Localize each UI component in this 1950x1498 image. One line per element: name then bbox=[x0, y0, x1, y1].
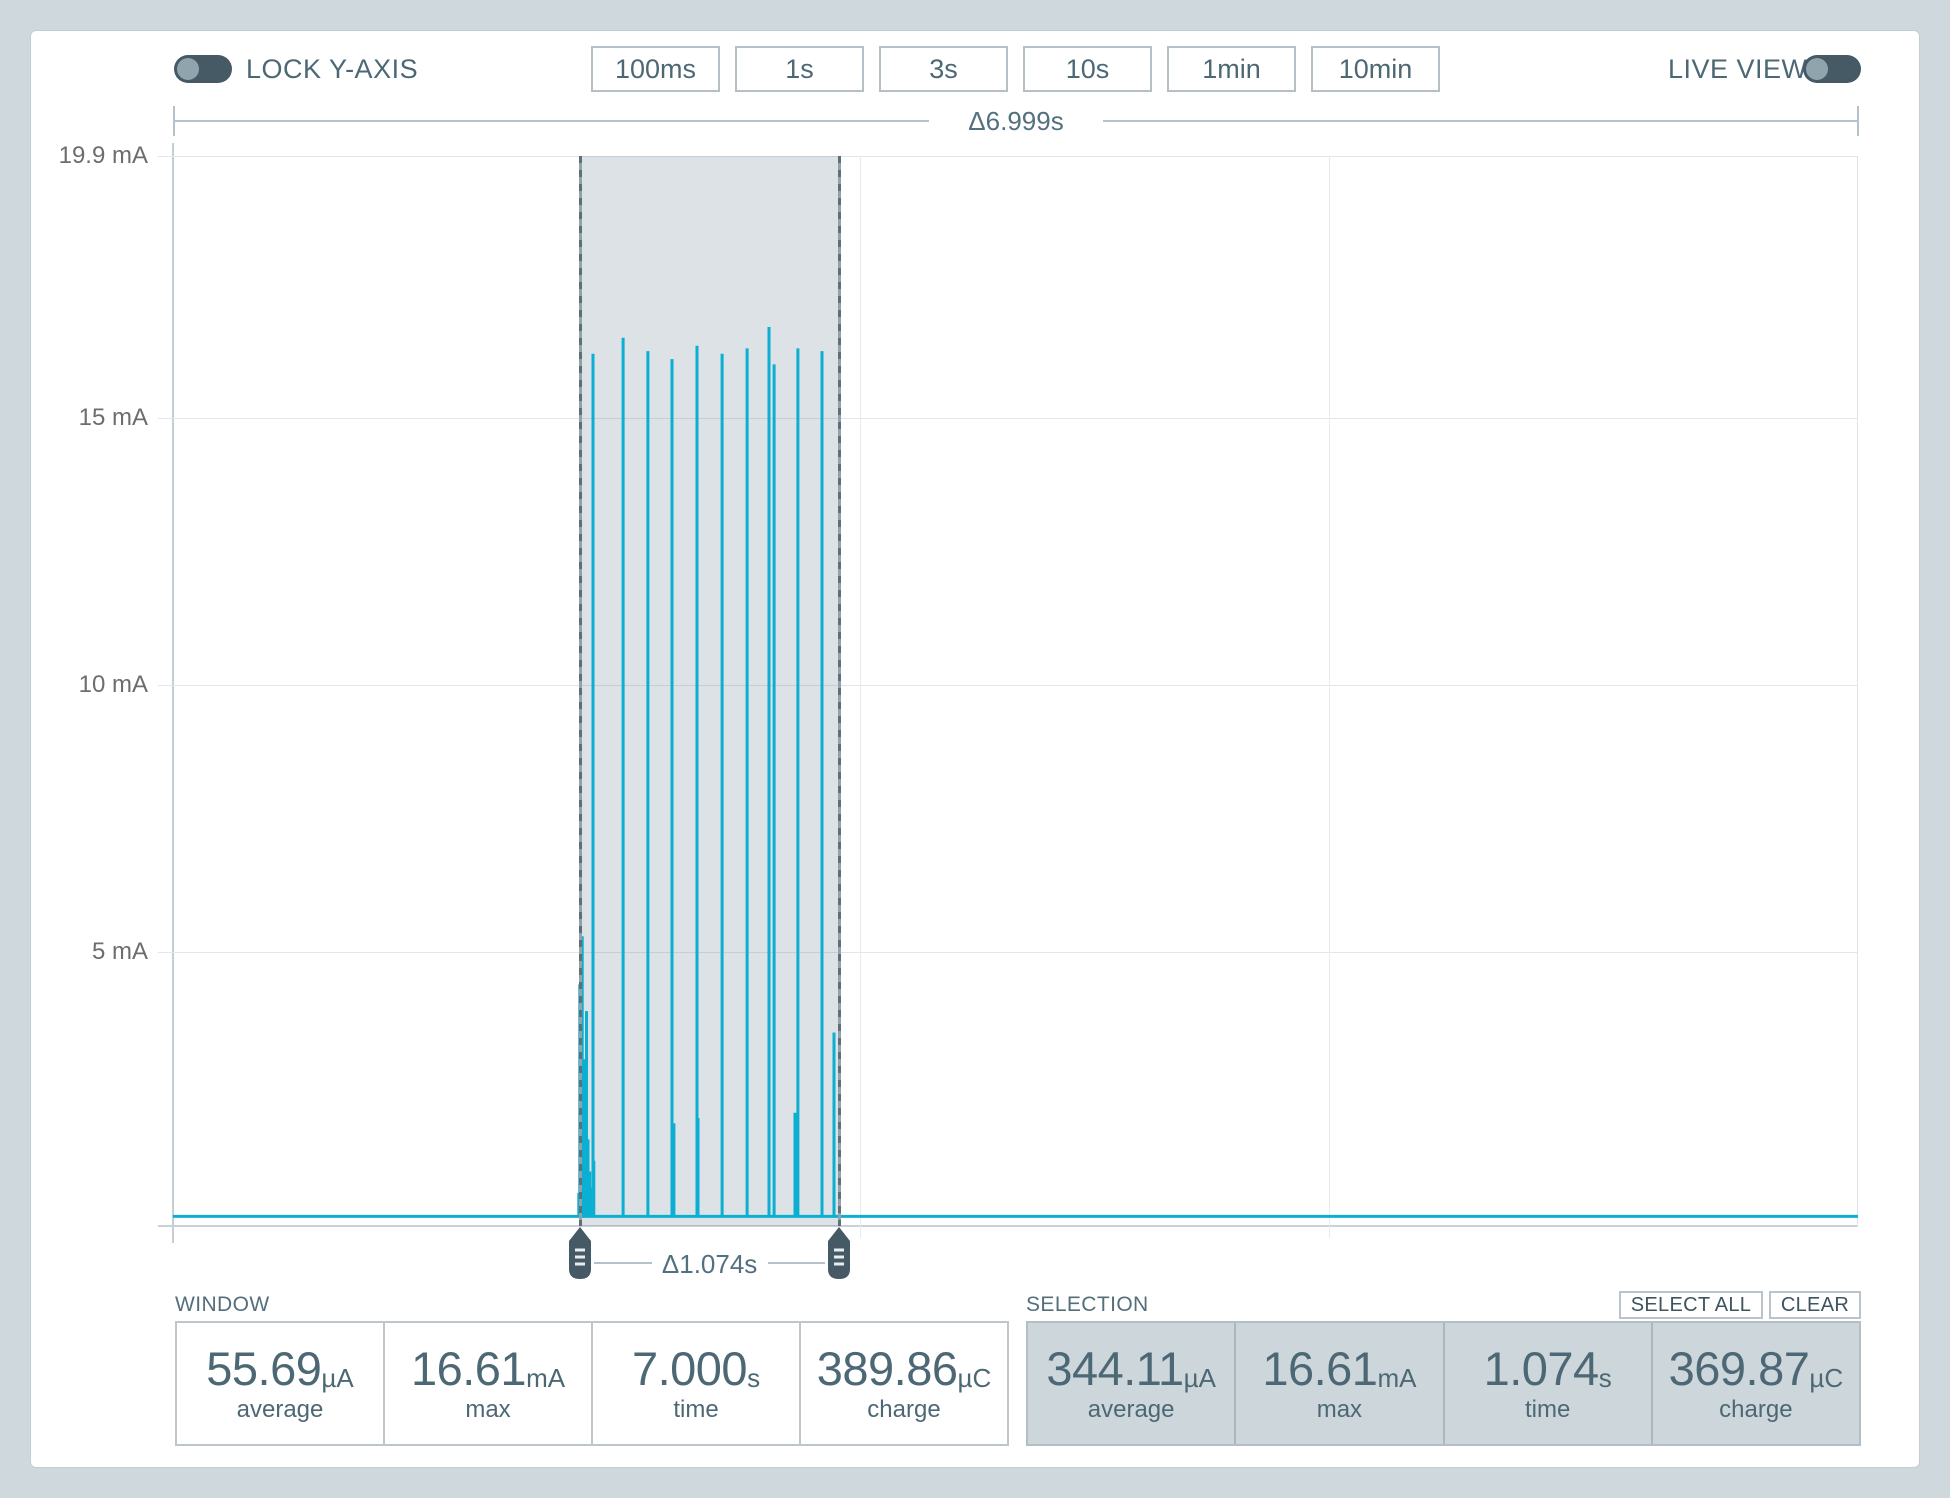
window-delta-label: Δ6.999s bbox=[968, 106, 1064, 136]
window-stat-charge: 389.86µC charge bbox=[799, 1323, 1007, 1444]
y-axis-line bbox=[172, 143, 174, 1243]
waveform-svg bbox=[173, 327, 1858, 1218]
window-button-10min[interactable]: 10min bbox=[1311, 46, 1440, 92]
selection-stat-average: 344.11µA average bbox=[1028, 1323, 1234, 1444]
y-gridline bbox=[158, 952, 1858, 954]
selection-charge-label: charge bbox=[1719, 1396, 1793, 1423]
chart-plot[interactable] bbox=[158, 156, 1858, 1238]
selection-edge-right[interactable] bbox=[837, 156, 841, 1226]
selection-stat-max: 16.61mA max bbox=[1234, 1323, 1442, 1444]
main-panel: LOCK Y-AXIS 100ms 1s 3s 10s 1min 10min L… bbox=[30, 30, 1920, 1468]
selection-time-unit: s bbox=[1598, 1363, 1612, 1393]
select-all-button[interactable]: SELECT ALL bbox=[1619, 1291, 1763, 1319]
window-delta-tick-right bbox=[1857, 106, 1859, 136]
window-max-unit: mA bbox=[526, 1363, 566, 1393]
live-view-label: LIVE VIEW bbox=[1668, 54, 1808, 84]
selection-average-unit: µA bbox=[1183, 1363, 1216, 1393]
current-spikes bbox=[577, 327, 836, 1217]
x-gridline bbox=[860, 156, 861, 1238]
lock-y-axis-label: LOCK Y-AXIS bbox=[246, 54, 419, 84]
y-axis-tick-label: 10 mA bbox=[78, 671, 148, 699]
window-max-value: 16.61 bbox=[410, 1342, 527, 1395]
window-delta-line-right bbox=[1103, 120, 1858, 122]
selection-stat-time: 1.074s time bbox=[1442, 1323, 1651, 1444]
selection-delta-line-left bbox=[594, 1262, 652, 1264]
selection-average-value: 344.11 bbox=[1046, 1342, 1184, 1395]
window-time-unit: s bbox=[747, 1363, 761, 1393]
selection-handle-left[interactable] bbox=[567, 1226, 593, 1280]
window-button-100ms[interactable]: 100ms bbox=[591, 46, 720, 92]
live-view-toggle[interactable] bbox=[1803, 55, 1861, 83]
selection-time-label: time bbox=[1524, 1396, 1571, 1423]
window-stat-max: 16.61mA max bbox=[383, 1323, 591, 1444]
window-group-title: WINDOW bbox=[175, 1293, 270, 1316]
selection-average-label: average bbox=[1087, 1396, 1175, 1423]
x-axis-line bbox=[158, 1225, 1858, 1227]
selection-charge-unit: µC bbox=[1809, 1363, 1844, 1393]
window-delta-line-left bbox=[174, 120, 929, 122]
window-stat-average: 55.69µA average bbox=[177, 1323, 383, 1444]
window-time-label: time bbox=[673, 1396, 719, 1423]
selection-time-value: 1.074 bbox=[1483, 1342, 1600, 1395]
y-axis-tick-label: 5 mA bbox=[91, 938, 148, 966]
lock-y-axis-toggle-knob bbox=[177, 58, 199, 80]
selection-max-unit: mA bbox=[1377, 1363, 1417, 1393]
window-button-10s[interactable]: 10s bbox=[1023, 46, 1152, 92]
y-gridline bbox=[158, 156, 1858, 157]
window-charge-label: charge bbox=[867, 1396, 941, 1423]
x-gridline bbox=[1329, 156, 1331, 1238]
selection-charge-value: 369.87 bbox=[1668, 1342, 1810, 1395]
lock-y-axis-toggle[interactable] bbox=[174, 55, 232, 83]
selection-delta-label: Δ1.074s bbox=[661, 1249, 758, 1279]
y-gridline bbox=[158, 685, 1858, 687]
chart-right-border bbox=[1857, 156, 1858, 1226]
window-average-value: 55.69 bbox=[206, 1342, 322, 1395]
selection-delta-line-right bbox=[767, 1262, 826, 1264]
y-axis-tick-label: 15 mA bbox=[78, 403, 148, 431]
selection-group-title: SELECTION bbox=[1026, 1293, 1149, 1316]
window-stats-group: 55.69µA average 16.61mA max 7.000s time … bbox=[175, 1321, 1009, 1446]
window-button-1min[interactable]: 1min bbox=[1167, 46, 1296, 92]
y-gridline bbox=[158, 417, 1858, 419]
selection-max-value: 16.61 bbox=[1262, 1342, 1378, 1395]
clear-button[interactable]: CLEAR bbox=[1769, 1291, 1861, 1319]
selection-max-label: max bbox=[1316, 1396, 1363, 1423]
window-button-3s[interactable]: 3s bbox=[879, 46, 1008, 92]
live-view-toggle-knob bbox=[1806, 58, 1828, 80]
y-axis-tick-label: 19.9 mA bbox=[58, 142, 148, 169]
window-time-value: 7.000 bbox=[631, 1342, 748, 1395]
selection-stats-group: 344.11µA average 16.61mA max 1.074s time… bbox=[1026, 1321, 1861, 1446]
window-charge-value: 389.86 bbox=[816, 1342, 958, 1395]
window-charge-unit: µC bbox=[957, 1363, 992, 1393]
selection-handle-right[interactable] bbox=[826, 1226, 852, 1280]
window-average-label: average bbox=[236, 1396, 324, 1423]
window-button-1s[interactable]: 1s bbox=[735, 46, 864, 92]
selection-stat-charge: 369.87µC charge bbox=[1650, 1323, 1859, 1444]
window-average-unit: µA bbox=[321, 1363, 354, 1393]
window-max-label: max bbox=[465, 1396, 511, 1423]
selection-edge-left[interactable] bbox=[578, 156, 582, 1226]
window-stat-time: 7.000s time bbox=[591, 1323, 799, 1444]
